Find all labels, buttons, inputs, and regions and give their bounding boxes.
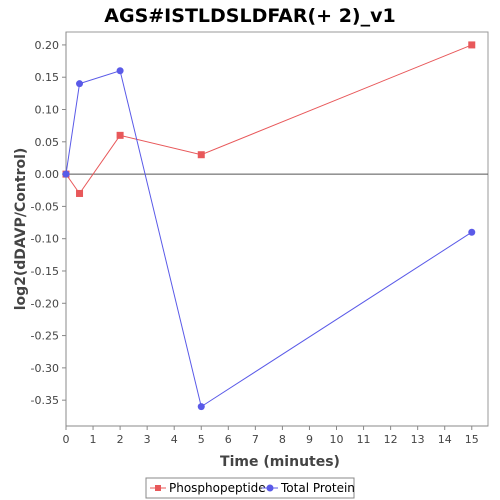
- y-tick-label: -0.05: [31, 200, 59, 213]
- data-point-total-protein: [197, 403, 205, 411]
- y-tick-label: -0.35: [31, 394, 59, 407]
- legend-total-protein-label: Total Protein: [280, 481, 355, 495]
- legend-item-phosphopeptide: Phosphopeptide: [150, 481, 266, 495]
- data-point-phosphopeptide: [116, 131, 124, 139]
- y-axis: -0.35 -0.30 -0.25 -0.20 -0.15 -0.10 -0.05 0.00 0…: [31, 32, 67, 426]
- legend-phosphopeptide-marker: [155, 485, 161, 491]
- y-tick-label: -0.15: [31, 265, 59, 278]
- x-tick-label: 15: [465, 433, 479, 446]
- y-tick-label: -0.25: [31, 330, 59, 343]
- series-total-protein: [62, 67, 476, 411]
- x-tick-label: 0: [63, 433, 70, 446]
- legend-item-total-protein: Total Protein: [262, 481, 355, 495]
- legend-total-protein-marker: [266, 484, 274, 492]
- series-layer: [62, 41, 476, 411]
- data-point-phosphopeptide: [468, 41, 476, 49]
- y-tick-label: 0.15: [35, 71, 60, 84]
- y-tick-label: -0.30: [31, 362, 59, 375]
- x-ticks: 0 1 2 3 4 5 6 7 8 9 10 11 12 13 14 15: [63, 426, 479, 446]
- y-tick-label: 0.20: [35, 39, 60, 52]
- data-point-phosphopeptide: [197, 151, 205, 159]
- y-ticks: -0.35 -0.30 -0.25 -0.20 -0.15 -0.10 -0.05 0.00 0…: [31, 39, 66, 407]
- chart-title: AGS#ISTLDSLDFAR(+ 2)_v1: [104, 5, 395, 27]
- legend-box: [145, 477, 355, 499]
- x-tick-label: 3: [144, 433, 151, 446]
- x-tick-label: 10: [330, 433, 344, 446]
- x-tick-label: 1: [90, 433, 97, 446]
- y-tick-label: 0.05: [35, 136, 60, 149]
- x-axis: 0 1 2 3 4 5 6 7 8 9 10 11 12 13 14 15: [63, 425, 488, 446]
- x-tick-label: 8: [279, 433, 286, 446]
- x-axis-title: Time (minutes): [220, 454, 340, 470]
- plot-area: [65, 31, 489, 427]
- x-tick-label: 4: [171, 433, 178, 446]
- x-tick-label: 11: [357, 433, 371, 446]
- x-tick-label: 9: [306, 433, 313, 446]
- y-axis-title: log2(dDAVP/Control): [13, 148, 29, 311]
- data-point-total-protein: [116, 67, 124, 75]
- legend-phosphopeptide-label: Phosphopeptide: [169, 481, 266, 495]
- x-tick-label: 5: [198, 433, 205, 446]
- x-tick-label: 13: [411, 433, 425, 446]
- data-point-total-protein: [62, 170, 70, 178]
- y-tick-label: 0.00: [35, 168, 60, 181]
- x-tick-label: 7: [252, 433, 259, 446]
- x-tick-label: 6: [225, 433, 232, 446]
- y-tick-label: 0.10: [35, 104, 60, 117]
- y-tick-label: -0.10: [31, 233, 59, 246]
- y-tick-label: -0.20: [31, 297, 59, 310]
- x-tick-label: 2: [117, 433, 124, 446]
- data-point-phosphopeptide: [76, 189, 84, 197]
- data-point-total-protein: [76, 80, 84, 88]
- plot-frame: [65, 31, 489, 427]
- x-tick-label: 14: [438, 433, 452, 446]
- data-point-total-protein: [468, 228, 476, 236]
- legend: Phosphopeptide Total Protein: [145, 477, 355, 499]
- x-tick-label: 12: [384, 433, 398, 446]
